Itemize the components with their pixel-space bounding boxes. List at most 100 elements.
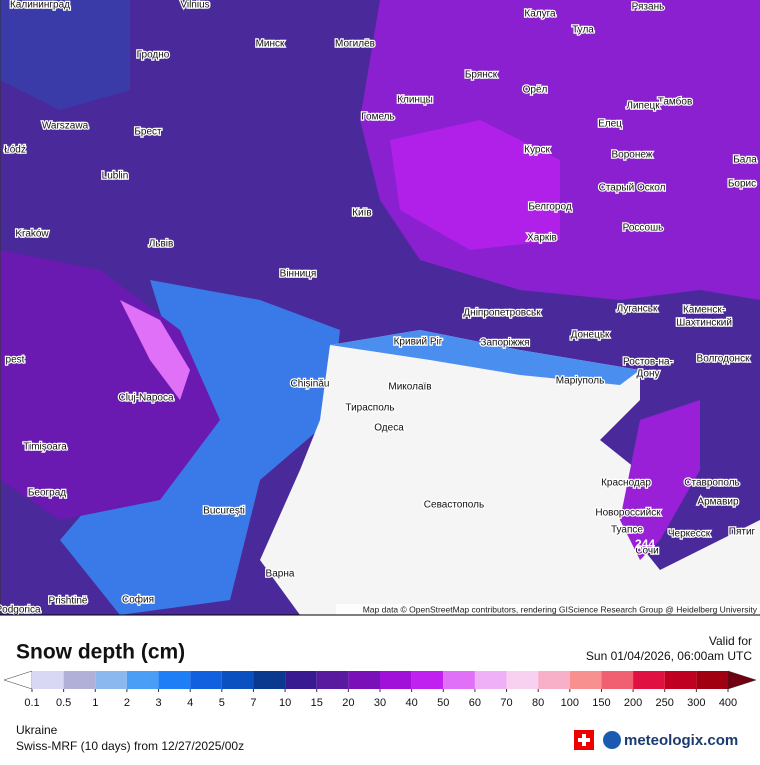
- place-label: Белгород: [528, 202, 572, 213]
- place-label: Калининград: [10, 0, 70, 11]
- legend-swatch: [285, 671, 317, 689]
- place-label: Старый Оскол: [599, 183, 666, 194]
- legend-swatch: [158, 671, 191, 689]
- legend-tick-label: 20: [342, 697, 354, 709]
- legend-swatch: [601, 671, 634, 689]
- place-label: Гродно: [137, 50, 170, 61]
- legend-tick-label: 7: [250, 697, 256, 709]
- place-label: Бала: [733, 155, 757, 166]
- place-label: Гомель: [361, 112, 394, 123]
- place-label: Lublin: [102, 171, 129, 182]
- place-label: București: [203, 506, 245, 517]
- legend-tick-label: 40: [406, 697, 418, 709]
- snow-region: [330, 330, 640, 385]
- legend-swatch: [221, 671, 254, 689]
- place-label: Армавир: [697, 497, 739, 508]
- place-label: Донецьк: [571, 330, 610, 341]
- place-label: Маріуполь: [556, 376, 605, 387]
- place-label: Тамбов: [658, 96, 693, 108]
- place-label: Луганськ: [617, 304, 658, 315]
- place-label: Воронеж: [611, 150, 652, 161]
- place-label: Запоріжжя: [480, 338, 529, 349]
- snow-region: [390, 120, 560, 250]
- place-label: Vilnius: [180, 0, 209, 11]
- snow-region: [620, 400, 700, 560]
- legend-tick-label: 10: [279, 697, 291, 709]
- place-label: Вінниця: [280, 269, 317, 280]
- legend-tick-label: 250: [656, 697, 674, 709]
- place-label: Шахтинский: [676, 318, 732, 329]
- valid-label: Valid for: [709, 634, 752, 648]
- place-label: Каменск-: [683, 305, 725, 316]
- legend-tick-label: 15: [311, 697, 323, 709]
- legend-tick-label: 100: [561, 697, 579, 709]
- brand[interactable]: meteologix.com: [624, 732, 738, 749]
- place-label: Chișinău: [291, 379, 330, 390]
- legend-tick-label: 5: [219, 697, 225, 709]
- legend-tick-label: 3: [155, 697, 161, 709]
- place-label: Cluj-Napoca: [118, 393, 173, 404]
- place-label: Київ: [352, 208, 372, 219]
- place-label: София: [122, 594, 154, 606]
- color-legend: 0.1 0.5 1 2 3 4 5 7 10 15 20 30 40 50 60 70 80 100 150 200 2…: [3, 670, 757, 709]
- legend-swatch: [190, 671, 222, 689]
- place-label: Варна: [266, 569, 295, 580]
- map: [0, 0, 760, 615]
- place-label: Пятиг: [729, 527, 756, 538]
- legend-swatch: [569, 671, 602, 689]
- place-label: Севастополь: [424, 500, 484, 511]
- place-label: Łódź: [4, 145, 26, 156]
- place-label: Брянск: [465, 70, 498, 81]
- place-label: Кривий Ріг: [394, 337, 443, 348]
- legend-swatch: [316, 671, 349, 689]
- legend-tick-label: 60: [469, 697, 481, 709]
- valid-time: Sun 01/04/2026, 06:00am UTC: [586, 649, 752, 663]
- legend-swatch: [380, 671, 412, 689]
- place-label: Ставрополь: [684, 478, 740, 489]
- legend-tick-label: 300: [687, 697, 705, 709]
- place-label: Курск: [524, 145, 550, 156]
- place-label: Орёл: [523, 85, 548, 96]
- attribution: Map data © OpenStreetMap contributors, r…: [363, 604, 758, 614]
- place-label: Черкесск: [668, 529, 711, 540]
- place-label: Timișoara: [23, 442, 67, 453]
- legend-swatch: [443, 671, 475, 689]
- legend-swatch: [253, 671, 286, 689]
- legend-swatch: [63, 671, 96, 689]
- place-label: Львів: [149, 239, 174, 250]
- legend-tick-label: 30: [374, 697, 386, 709]
- place-label: Тирасполь: [345, 403, 394, 414]
- place-label: Могилёв: [335, 39, 375, 50]
- place-label: Брест: [134, 127, 162, 138]
- legend-title: Snow depth (cm): [16, 641, 185, 664]
- place-label: Тула: [572, 25, 594, 36]
- legend-tick-label: 80: [532, 697, 544, 709]
- legend-arrow: [727, 670, 757, 690]
- legend-tick-label: 200: [624, 697, 642, 709]
- legend-swatch: [696, 671, 728, 689]
- legend-tick-label: 0.5: [56, 697, 71, 709]
- max-value: 244: [635, 537, 655, 551]
- legend-swatch: [126, 671, 159, 689]
- model-run: Swiss-MRF (10 days) from 12/27/2025/00z: [16, 739, 244, 753]
- place-label: Липецк: [626, 101, 660, 112]
- snow-region: [120, 300, 190, 400]
- place-label: Волгодонск: [697, 354, 751, 365]
- legend-swatch: [664, 671, 697, 689]
- place-label: Дніпропетровськ: [463, 308, 541, 319]
- place-label: Одеса: [374, 423, 404, 434]
- place-label: Борис: [728, 179, 756, 190]
- place-label: Warszawa: [42, 121, 89, 132]
- place-labels: Калининград Vilnius Калуга Рязань Минск Могил…: [0, 0, 758, 617]
- place-label: Podgorica: [0, 605, 41, 616]
- place-label: Ростов-на-: [623, 357, 673, 368]
- legend-tick-label: 150: [592, 697, 610, 709]
- legend-tick-label: 2: [124, 697, 130, 709]
- legend-swatch: [32, 671, 64, 689]
- region: Ukraine: [16, 723, 58, 737]
- legend-swatch: [348, 671, 380, 689]
- place-label: Елец: [598, 119, 622, 130]
- legend-swatch: [95, 671, 127, 689]
